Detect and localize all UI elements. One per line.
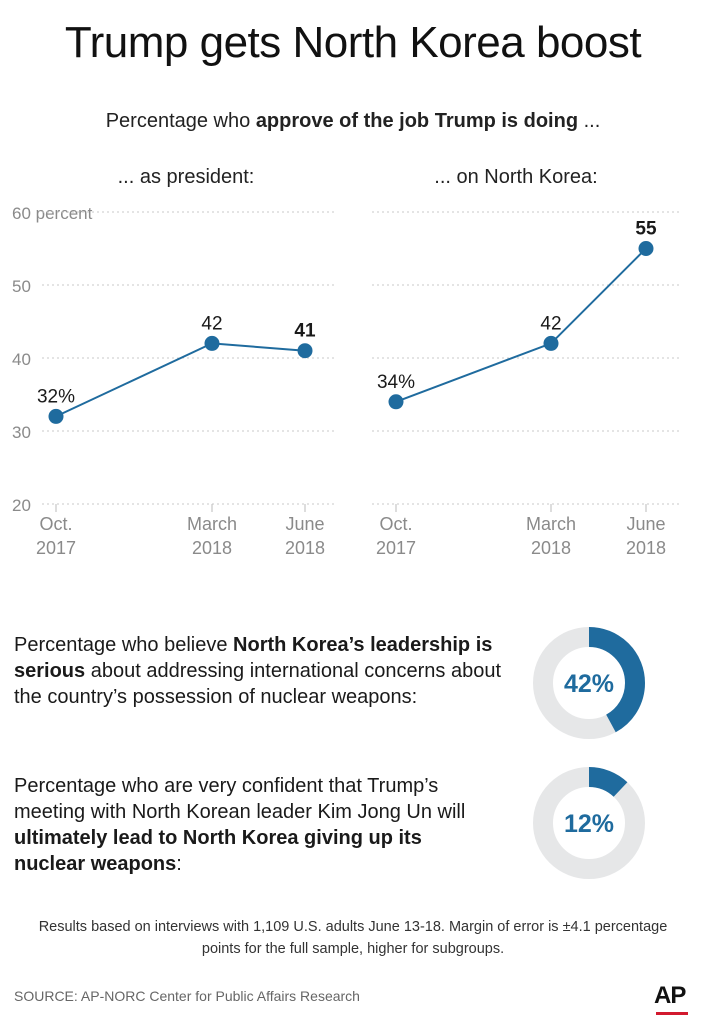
line-charts: 20 30 40 50 60 percent Oct. 2017 March 2018 June 2… [12, 204, 680, 558]
data-label: 55 [635, 219, 657, 240]
donut-label: 42% [564, 670, 614, 698]
donut-slice [533, 627, 645, 739]
y-tick-label: 20 [12, 496, 31, 515]
ap-logo: AP [654, 982, 686, 1009]
x-tick-label: June 2018 [626, 514, 666, 558]
ap-logo-underline [656, 1012, 688, 1015]
question-leadership-serious: Percentage who believe North Korea’s lea… [14, 632, 524, 710]
series-line-president [55, 342, 306, 418]
panel-title-president: ... as president: [117, 166, 255, 188]
footnote: Results based on interviews with 1,109 U… [38, 919, 668, 957]
donut-chart-leadership: 42% [533, 627, 645, 739]
data-point [543, 335, 559, 351]
chart-subtitle: Percentage who approve of the job Trump … [0, 110, 706, 133]
donut-chart-confidence: 12% [533, 767, 645, 879]
y-tick-label: 40 [12, 350, 31, 369]
data-label: 42 [540, 313, 561, 334]
data-label: 32% [37, 386, 75, 407]
question1-suffix: about addressing international concerns … [14, 660, 501, 708]
data-point [297, 343, 313, 359]
donut-label: 12% [564, 810, 614, 838]
source-credit: SOURCE: AP-NORC Center for Public Affair… [14, 988, 360, 1004]
question1-bold: North Korea’s leadership is serious [14, 634, 493, 682]
question2-bold: ultimately lead to North Korea giving up… [14, 827, 422, 875]
question2-prefix: Percentage who are very confident that T… [14, 775, 466, 823]
data-label: 34% [377, 372, 415, 393]
subtitle-suffix: ... [578, 110, 601, 132]
panel-title-north-korea: ... on North Korea: [434, 166, 598, 188]
subtitle-bold: approve of the job Trump is doing [255, 110, 579, 132]
data-point [204, 335, 220, 351]
donut-slice [533, 767, 645, 879]
data-point [388, 394, 404, 410]
data-point [48, 408, 64, 424]
question2-suffix: : [176, 853, 182, 875]
page-title: Trump gets North Korea boost [64, 18, 642, 67]
x-tick-label: June 2018 [285, 514, 325, 558]
y-tick-label: 60 percent [12, 204, 93, 223]
question-confident-denuclearize: Percentage who are very confident that T… [14, 773, 484, 877]
data-label: 41 [294, 321, 316, 342]
y-tick-label: 30 [12, 423, 31, 442]
question1-prefix: Percentage who believe [14, 634, 234, 656]
x-tick-label: Oct. 2017 [36, 514, 76, 558]
y-tick-label: 50 [12, 277, 31, 296]
data-label: 42 [201, 313, 222, 334]
x-tick-label: March 2018 [526, 514, 576, 558]
x-tick-label: March 2018 [187, 514, 237, 558]
subtitle-prefix: Percentage who [105, 110, 256, 132]
x-tick-label: Oct. 2017 [376, 514, 416, 558]
data-point [638, 241, 654, 256]
series-line-north-korea [395, 247, 647, 403]
